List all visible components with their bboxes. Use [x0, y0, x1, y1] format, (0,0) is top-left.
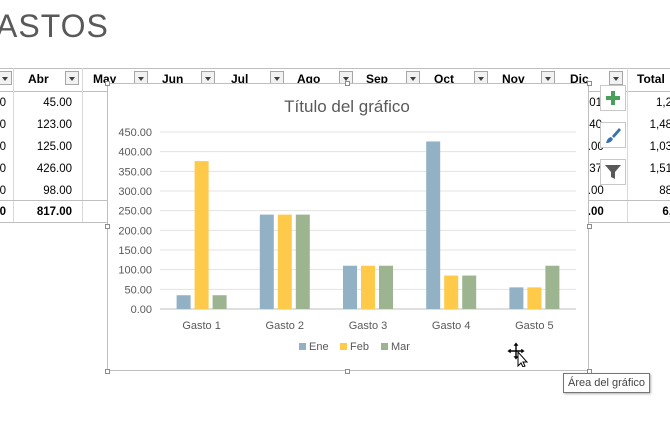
resize-handle-tr[interactable] [587, 81, 592, 86]
table-cell[interactable]: 88 [659, 185, 670, 197]
table-cell[interactable]: 0 [0, 185, 6, 197]
chart-area-tooltip: Área del gráfico [563, 373, 651, 393]
brush-icon [606, 128, 621, 143]
table-cell[interactable]: 817.00 [36, 206, 72, 218]
table-cell[interactable]: 40 [589, 119, 602, 131]
legend-swatch [340, 343, 347, 350]
legend-label[interactable]: Feb [350, 341, 369, 353]
filter-dropdown-prev[interactable] [0, 71, 12, 85]
table-cell[interactable]: 0 [0, 141, 6, 153]
funnel-icon [605, 165, 621, 179]
bar-ene-5[interactable] [509, 287, 524, 309]
y-tick-label: 300.00 [118, 186, 152, 198]
filter-dropdown-jun[interactable] [201, 71, 215, 85]
chart-elements-button[interactable] [600, 85, 626, 111]
table-cell[interactable]: 1,51 [649, 163, 670, 175]
chart-filters-button[interactable] [600, 159, 626, 185]
resize-handle-mr[interactable] [587, 224, 592, 229]
legend-swatch [299, 343, 306, 350]
col-divider [82, 68, 83, 222]
resize-handle-tl[interactable] [105, 81, 110, 86]
col-header-oct: Oct [434, 72, 455, 86]
x-tick-label: Gasto 2 [266, 320, 305, 332]
chart-styles-button[interactable] [600, 122, 626, 148]
y-tick-label: 100.00 [118, 265, 152, 277]
table-cell[interactable]: 6, [662, 206, 670, 218]
y-tick-label: 200.00 [118, 225, 152, 237]
y-tick-label: 350.00 [118, 166, 152, 178]
table-cell[interactable]: 0 [0, 163, 6, 175]
bar-ene-1[interactable] [176, 295, 191, 309]
table-cell[interactable]: 0 [0, 206, 6, 218]
table-cell[interactable]: 37 [589, 163, 602, 175]
col-header-jun: Jun [162, 72, 184, 86]
bar-feb-2[interactable] [277, 214, 292, 309]
bar-ene-2[interactable] [259, 214, 274, 309]
bar-feb-1[interactable] [194, 161, 209, 309]
col-header-total: Total [637, 72, 665, 86]
bar-feb-4[interactable] [444, 275, 459, 309]
table-cell[interactable]: 98.00 [43, 185, 72, 197]
bar-ene-4[interactable] [426, 141, 441, 309]
legend-swatch [381, 343, 388, 350]
table-cell[interactable]: 0 [0, 97, 6, 109]
table-cell[interactable]: 125.00 [36, 141, 72, 153]
y-tick-label: 50.00 [124, 284, 152, 296]
table-cell[interactable]: 0 [0, 119, 6, 131]
y-tick-label: 400.00 [118, 147, 152, 159]
resize-handle-ml[interactable] [105, 224, 110, 229]
table-cell[interactable]: 1,2 [656, 97, 670, 109]
table-cell[interactable]: 1,48 [649, 119, 670, 131]
bar-chart: Título del gráfico 0.00 50.00 100.00 150.00… [118, 97, 576, 353]
table-cell[interactable]: 01 [589, 97, 602, 109]
filter-dropdown-abr[interactable] [65, 71, 79, 85]
y-tick-label: 150.00 [118, 245, 152, 257]
bar-feb-5[interactable] [527, 287, 542, 309]
col-header-dic: Dic [570, 72, 589, 86]
filter-dropdown-dic[interactable] [609, 71, 623, 85]
y-tick-label: 0.00 [131, 304, 152, 316]
sheet-title: ASTOS [0, 8, 109, 44]
col-header-sep: Sep [366, 72, 389, 86]
filter-dropdown-jul[interactable] [270, 71, 284, 85]
y-tick-label: 450.00 [118, 127, 152, 139]
table-cell[interactable]: 1,03 [649, 141, 670, 153]
table-cell[interactable]: 426.00 [36, 163, 72, 175]
bar-mar-3[interactable] [379, 265, 393, 309]
table-cell[interactable]: 45.00 [43, 97, 72, 109]
move-cursor-icon [506, 341, 529, 367]
bar-ene-3[interactable] [343, 265, 357, 309]
col-header-nov: Nov [502, 72, 525, 86]
legend-label[interactable]: Mar [391, 341, 410, 353]
col-divider [13, 68, 14, 222]
col-header-may: May [93, 72, 117, 86]
plus-icon [606, 91, 620, 105]
y-tick-label: 250.00 [118, 206, 152, 218]
col-header-jul: Jul [231, 72, 249, 86]
col-divider [627, 68, 628, 222]
resize-handle-bl[interactable] [105, 369, 110, 374]
col-header-ago: Ago [297, 72, 321, 86]
bar-mar-5[interactable] [545, 265, 560, 309]
x-tick-label: Gasto 1 [182, 320, 221, 332]
col-header-abr: Abr [28, 72, 49, 86]
x-tick-label: Gasto 3 [349, 320, 388, 332]
table-cell[interactable]: 123.00 [36, 119, 72, 131]
bar-mar-1[interactable] [212, 295, 227, 309]
chart-title[interactable]: Título del gráfico [284, 97, 410, 116]
resize-handle-tm[interactable] [345, 81, 350, 86]
x-tick-label: Gasto 4 [432, 320, 471, 332]
chart-area[interactable]: Título del gráfico 0.00 50.00 100.00 150.00… [107, 83, 589, 371]
legend-label[interactable]: Ene [309, 341, 329, 353]
x-tick-label: Gasto 5 [515, 320, 554, 332]
bar-mar-2[interactable] [295, 214, 310, 309]
resize-handle-bm[interactable] [345, 369, 350, 374]
bar-mar-4[interactable] [462, 275, 477, 309]
bar-feb-3[interactable] [361, 265, 375, 309]
